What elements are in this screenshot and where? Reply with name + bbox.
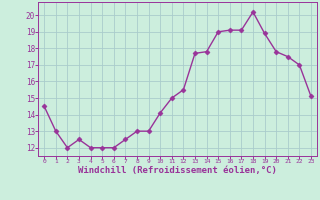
X-axis label: Windchill (Refroidissement éolien,°C): Windchill (Refroidissement éolien,°C) [78, 166, 277, 175]
